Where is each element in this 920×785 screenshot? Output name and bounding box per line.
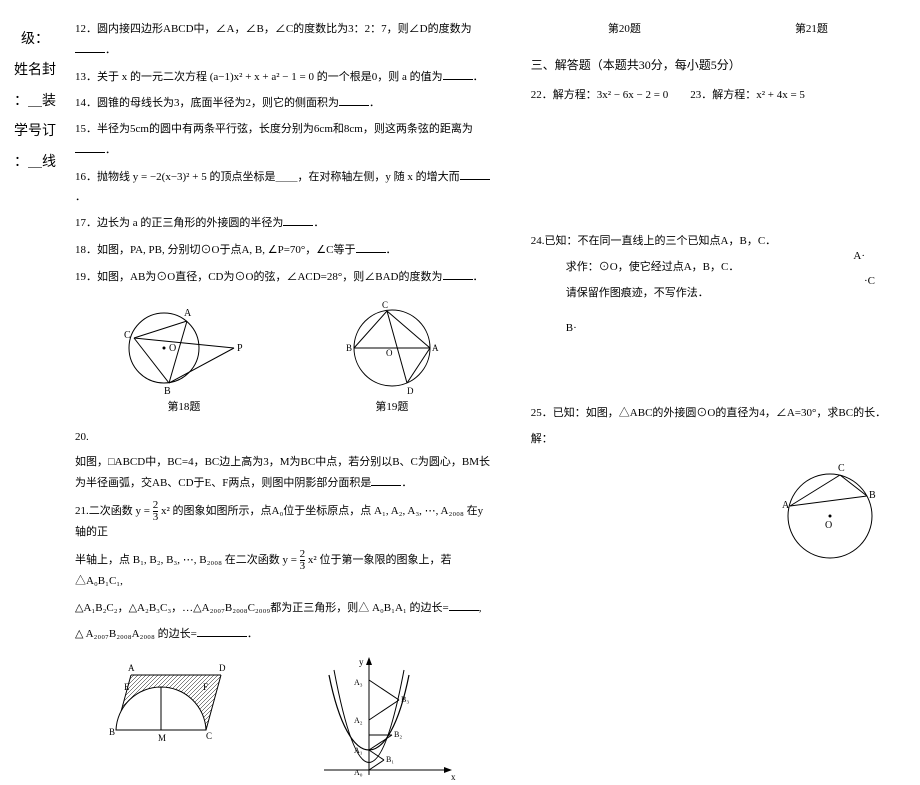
svg-text:C: C xyxy=(206,731,212,741)
svg-text:A₁: A₁ xyxy=(354,746,363,755)
svg-text:A₃: A₃ xyxy=(354,678,363,687)
q21f: △ A₂₀₀₇B₂₀₀₈A₂₀₀₈ 的边长= xyxy=(75,628,197,640)
svg-text:A: A xyxy=(432,343,439,353)
point-b: B· xyxy=(531,319,905,339)
blank xyxy=(449,598,479,611)
blank xyxy=(75,140,105,153)
q21c: 半轴上，点 B₁, B₂, B₃, ⋯, B₂₀₀₈ 在二次函数 y = xyxy=(75,554,300,566)
svg-text:y: y xyxy=(359,657,364,667)
cap18: 第18题 xyxy=(114,398,254,418)
cap19: 第19题 xyxy=(332,398,452,418)
q24b: 求作：⊙O，使它经过点A，B，C． xyxy=(531,258,905,278)
q17: 17．边长为 a 的正三角形的外接圆的半径为 xyxy=(75,217,283,229)
q20a: 20. xyxy=(75,428,491,448)
fig-q19: A B C D O xyxy=(332,298,452,398)
blank xyxy=(75,40,105,53)
margin-l5: ：＿线 xyxy=(5,148,65,179)
svg-text:x: x xyxy=(451,772,456,782)
q21e: △A₁B₂C₂，△A₂B₃C₃，…△A₂₀₀₇B₂₀₀₈C₂₀₀₉都为正三角形，… xyxy=(75,602,449,614)
q25s: 解： xyxy=(531,430,905,450)
svg-text:A: A xyxy=(128,663,135,673)
fig-q18: O A B C P xyxy=(114,298,254,398)
svg-text:E: E xyxy=(124,682,130,692)
svg-text:M: M xyxy=(158,733,166,743)
q12: 12．圆内接四边形ABCD中，∠A，∠B，∠C的度数比为3：2：7，则∠D的度数… xyxy=(75,23,472,35)
svg-text:B: B xyxy=(164,386,171,397)
svg-text:O: O xyxy=(825,520,832,531)
point-c: ·C xyxy=(864,272,875,292)
margin-l3: ：＿装 xyxy=(5,87,65,118)
q16: 16．抛物线 y = −2(x−3)² + 5 的顶点坐标是＿＿，在对称轴左侧，… xyxy=(75,171,460,183)
q23: 23．解方程：x² + 4x = 5 xyxy=(690,89,805,101)
svg-text:P: P xyxy=(237,343,243,354)
rcap21: 第21题 xyxy=(795,20,828,40)
blank xyxy=(356,240,386,253)
margin-l1: 级： xyxy=(5,25,65,56)
section-3-heading: 三、解答题（本题共30分，每小题5分） xyxy=(531,55,905,77)
point-a: A· xyxy=(853,247,865,267)
svg-text:B₃: B₃ xyxy=(401,695,409,704)
rcap20: 第20题 xyxy=(608,20,641,40)
svg-text:D: D xyxy=(407,386,414,396)
svg-text:B₂: B₂ xyxy=(394,730,402,739)
svg-text:O: O xyxy=(169,343,176,354)
q25: 25．已知：如图，△ABC的外接圆⊙O的直径为4，∠A=30°，求BC的长． xyxy=(531,404,905,424)
blank xyxy=(460,167,490,180)
margin-l2: 姓名封 xyxy=(5,56,65,87)
svg-text:O: O xyxy=(386,348,393,358)
q14: 14．圆锥的母线长为3，底面半径为2，则它的侧面积为 xyxy=(75,97,339,109)
svg-text:A: A xyxy=(782,500,790,511)
blank xyxy=(283,213,313,226)
blank xyxy=(443,267,473,280)
fig-q20: A D B C M E F xyxy=(106,655,246,745)
q13: 13．关于 x 的一元二次方程 (a−1)x² + x + a² − 1 = 0… xyxy=(75,71,443,83)
q22: 22．解方程：3x² − 6x − 2 = 0 xyxy=(531,89,668,101)
q24c: 请保留作图痕迹，不写作法． xyxy=(531,284,905,304)
q15: 15．半径为5cm的圆中有两条平行弦，长度分别为6cm和8cm，则这两条弦的距离… xyxy=(75,123,473,135)
blank xyxy=(443,67,473,80)
fig-q21: x y A₀ A₁ A₂ A₃ B₁ B₂ B₃ xyxy=(309,655,459,785)
q21a: 21.二次函数 y = xyxy=(75,505,153,517)
q18: 18．如图，PA, PB, 分别切⊙O于点A, B, ∠P=70°，∠C等于 xyxy=(75,244,356,256)
blank xyxy=(197,624,247,637)
svg-text:B: B xyxy=(346,343,352,353)
blank xyxy=(371,473,401,486)
svg-text:D: D xyxy=(219,663,226,673)
svg-text:A: A xyxy=(184,308,192,319)
fig-q25: A B C O xyxy=(765,456,895,566)
svg-text:B₁: B₁ xyxy=(386,755,394,764)
svg-text:A₀: A₀ xyxy=(354,768,363,777)
svg-text:A₂: A₂ xyxy=(354,716,363,725)
margin-l4: 学号订 xyxy=(5,117,65,148)
q20b: 如图，□ABCD中，BC=4，BC边上高为3，M为BC中点，若分别以B、C为圆心… xyxy=(75,456,490,489)
svg-text:B: B xyxy=(869,490,876,501)
svg-text:C: C xyxy=(382,300,388,310)
blank xyxy=(339,93,369,106)
svg-text:C: C xyxy=(124,330,131,341)
svg-text:C: C xyxy=(838,463,845,474)
q19: 19．如图，AB为⊙O直径，CD为⊙O的弦，∠ACD=28°，则∠BAD的度数为 xyxy=(75,271,443,283)
svg-text:B: B xyxy=(109,727,115,737)
q24a: 24.已知：不在同一直线上的三个已知点A，B，C． xyxy=(531,232,905,252)
svg-text:F: F xyxy=(203,682,208,692)
